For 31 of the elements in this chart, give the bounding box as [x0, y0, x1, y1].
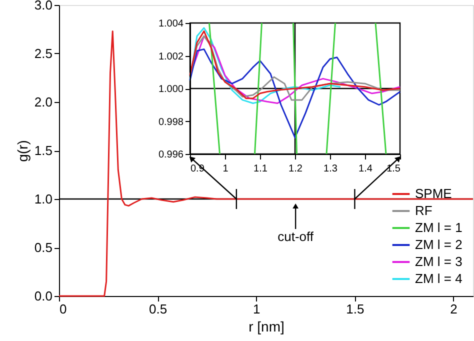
- y-tick-label: 0.0: [34, 288, 52, 304]
- x-tick-label: 1.5: [346, 302, 364, 316]
- x-axis-title: r [nm]: [248, 318, 284, 334]
- y-tick-label: 2.5: [34, 46, 52, 61]
- x-tick-label: 2: [450, 302, 458, 316]
- y-tick-label: 1.002: [158, 51, 184, 62]
- y-tick-label: 3.0: [34, 0, 52, 12]
- x-tick-label: 1.1: [254, 164, 268, 174]
- legend-label: RF: [415, 203, 432, 218]
- y-tick-label: 0.996: [158, 150, 184, 160]
- y-tick-label: 0.998: [158, 116, 184, 128]
- annotation: cut-off: [278, 229, 314, 244]
- legend-label: ZM l = 3: [415, 254, 462, 269]
- legend-label: ZM l = 4: [415, 271, 462, 286]
- legend-label: ZM l = 2: [415, 237, 462, 252]
- y-tick-label: 1.004: [158, 18, 184, 30]
- y-axis-title: g(r): [14, 140, 30, 162]
- x-tick-label: 1: [253, 302, 260, 316]
- legend-label: ZM l = 1: [415, 220, 462, 235]
- y-tick-label: 2.0: [34, 94, 52, 110]
- x-tick-label: 1.3: [324, 164, 338, 174]
- y-tick-label: 1.000: [158, 84, 184, 95]
- legend-label: SPME: [415, 186, 452, 201]
- y-tick-label: 1.0: [34, 192, 52, 206]
- y-tick-label: 1.5: [34, 143, 52, 158]
- x-tick-label: 1.4: [358, 164, 373, 174]
- x-tick-label: 1: [222, 164, 229, 174]
- y-tick-label: 0.5: [34, 240, 52, 255]
- x-tick-label: 0: [60, 302, 67, 316]
- x-tick-label: 1.2: [288, 164, 303, 174]
- x-tick-label: 1.5: [386, 164, 401, 174]
